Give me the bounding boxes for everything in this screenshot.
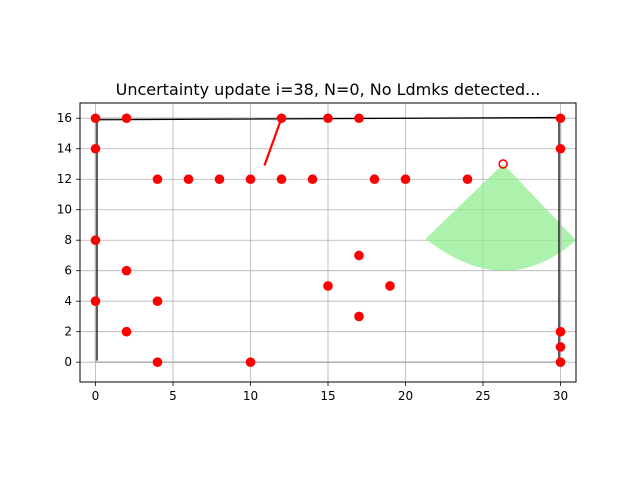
x-tick-label: 30 <box>553 389 568 403</box>
landmark-point <box>400 174 411 185</box>
landmark-point <box>276 174 287 185</box>
landmark-point <box>90 296 101 306</box>
landmark-point <box>323 113 333 124</box>
landmark-point <box>354 250 364 261</box>
sensor-fov-layer <box>425 163 576 271</box>
robot-layer <box>498 159 508 169</box>
landmark-point <box>555 326 566 337</box>
x-tick-label: 25 <box>475 389 490 403</box>
landmark-point <box>121 326 132 337</box>
y-tick-label: 10 <box>57 203 72 217</box>
landmark-point <box>152 174 163 185</box>
x-tick-label: 5 <box>169 389 177 403</box>
y-tick-label: 8 <box>64 233 72 247</box>
landmark-point <box>121 113 132 124</box>
y-tick-label: 6 <box>64 264 72 278</box>
x-tick-label: 15 <box>320 389 335 403</box>
landmark-point <box>462 174 473 185</box>
x-tick-label: 0 <box>92 389 100 403</box>
y-tick-label: 16 <box>57 111 72 125</box>
landmark-point <box>90 113 101 124</box>
uncertainty-track <box>263 117 283 166</box>
landmark-point <box>245 357 256 367</box>
y-tick-label: 12 <box>57 172 72 186</box>
landmark-point <box>152 296 163 306</box>
landmark-point <box>555 143 566 154</box>
landmark-point <box>245 174 256 185</box>
y-tick-label: 2 <box>64 325 72 339</box>
landmark-point <box>183 174 194 185</box>
landmark-point <box>555 357 566 367</box>
robot-marker <box>498 159 508 169</box>
landmark-point <box>369 174 380 185</box>
landmark-point <box>90 235 101 246</box>
chart-title: Uncertainty update i=38, N=0, No Ldmks d… <box>116 80 541 99</box>
landmark-point <box>307 174 318 185</box>
landmark-point <box>354 113 364 124</box>
landmark-point <box>385 281 395 291</box>
landmark-point <box>276 113 287 124</box>
y-tick-label: 14 <box>57 142 72 156</box>
sensor-fov-wedge <box>425 163 576 271</box>
landmark-point <box>323 281 333 291</box>
landmark-point <box>555 342 566 352</box>
landmark-point <box>90 143 101 154</box>
landmark-point <box>121 265 132 276</box>
landmarks-layer <box>90 113 566 367</box>
y-tick-label: 4 <box>64 294 72 308</box>
x-tick-label: 20 <box>398 389 413 403</box>
landmark-point <box>152 357 163 367</box>
x-tick-label: 10 <box>243 389 258 403</box>
ticks: 0 5 10 15 20 25 30 0 2 4 6 8 10 12 14 16 <box>57 111 568 403</box>
landmark-point <box>555 113 566 124</box>
y-tick-label: 0 <box>64 355 72 369</box>
landmark-point <box>354 311 364 322</box>
landmark-point <box>214 174 225 185</box>
